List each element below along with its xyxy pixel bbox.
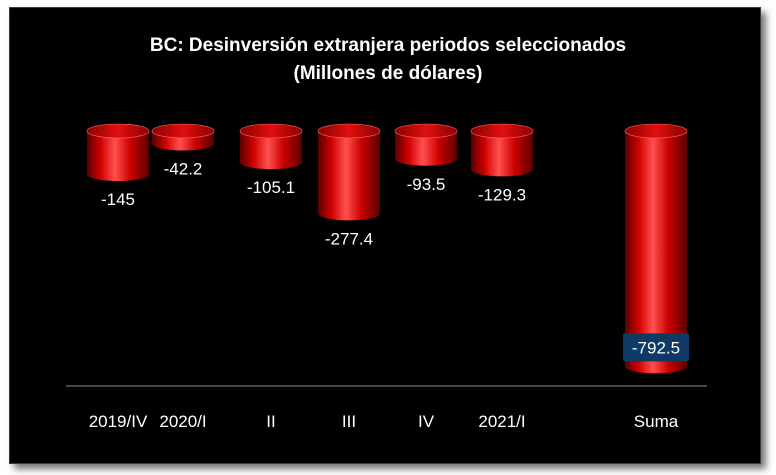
bar-ii <box>239 123 303 170</box>
value-labels-group: -145 -42.2 -105.1 -277.4 -93.5 -129.3 -792.5 <box>101 160 689 362</box>
bar-suma <box>624 123 688 374</box>
bar-2019-iv <box>86 123 150 182</box>
bar-top-2019-iv <box>86 123 150 139</box>
bar-top-ii <box>239 123 303 139</box>
value-label-ii: -105.1 <box>247 178 295 197</box>
value-label-iv: -93.5 <box>407 175 446 194</box>
value-label-2019-iv: -145 <box>101 190 135 209</box>
bar-top-iii <box>317 123 381 139</box>
bar-body-iv <box>395 131 457 166</box>
bar-body-suma <box>625 131 687 374</box>
bar-body-ii <box>240 131 302 170</box>
bar-top-2020-i <box>151 123 215 139</box>
bars-group <box>86 123 688 374</box>
bar-top-suma <box>624 123 688 139</box>
tick-label-suma: Suma <box>634 412 679 431</box>
bar-2021-i <box>470 123 534 177</box>
chart-title: BC: Desinversión extranjera periodos sel… <box>150 35 626 56</box>
value-label-iii: -277.4 <box>325 229 373 248</box>
bar-2020-i <box>151 123 215 151</box>
bar-body-iii <box>318 131 380 221</box>
bar-iii <box>317 123 381 221</box>
chart-subtitle: (Millones de dólares) <box>294 63 483 84</box>
value-label-suma: -792.5 <box>632 338 680 357</box>
tick-label-2021-i: 2021/I <box>478 412 525 431</box>
tick-label-2019-iv: 2019/IV <box>89 412 148 431</box>
tick-label-ii: II <box>266 412 275 431</box>
value-label-2020-i: -42.2 <box>164 160 203 179</box>
value-label-2021-i: -129.3 <box>478 185 526 204</box>
bar-iv <box>394 123 458 166</box>
value-label-box-suma <box>623 333 689 362</box>
x-tick-labels-group: 2019/IV 2020/I II III IV 2021/I Suma <box>89 412 679 431</box>
bar-top-2021-i <box>470 123 534 139</box>
tick-label-iv: IV <box>418 412 435 431</box>
tick-label-2020-i: 2020/I <box>159 412 206 431</box>
bar-top-iv <box>394 123 458 139</box>
tick-label-iii: III <box>342 412 356 431</box>
bar-body-2021-i <box>471 131 533 177</box>
bar-body-2019-iv <box>87 131 149 182</box>
